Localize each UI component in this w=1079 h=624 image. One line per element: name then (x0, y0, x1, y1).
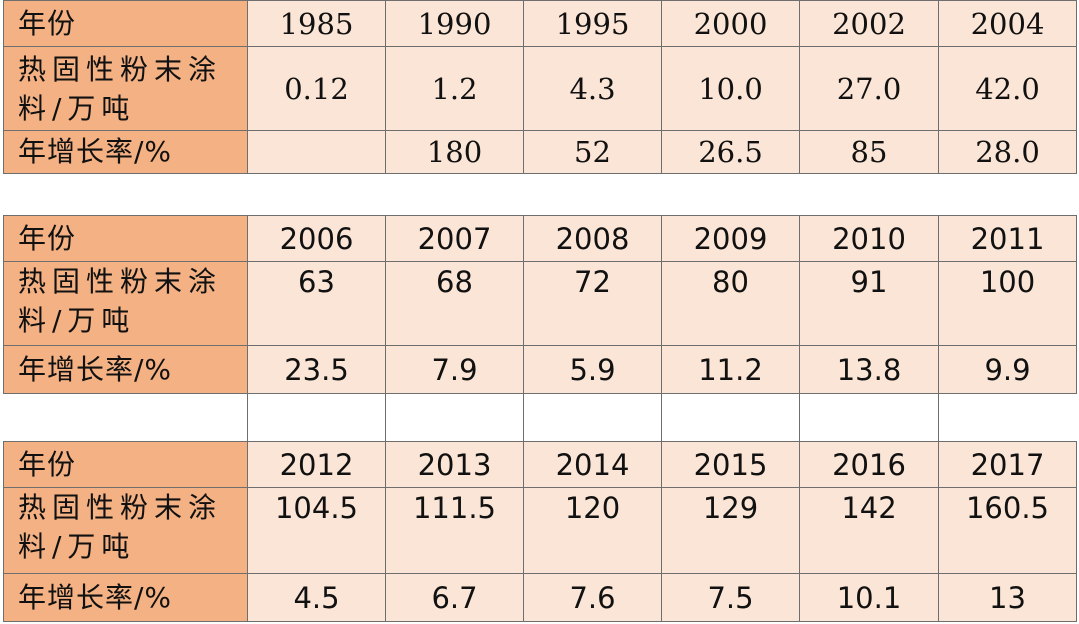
output-row: 热固性粉末涂料/万吨 63 68 72 80 91 100 (3, 261, 1077, 346)
output-cell: 129 (661, 487, 800, 574)
growth-cell: 11.2 (661, 345, 800, 394)
growth-cell (247, 130, 386, 174)
growth-cell: 9.9 (938, 345, 1077, 394)
output-row: 热固性粉末涂料/万吨 0.12 1.2 4.3 10.0 27.0 42.0 (3, 46, 1077, 131)
growth-cell: 10.1 (799, 573, 939, 622)
growth-cell: 180 (385, 130, 524, 174)
output-cell: 100 (938, 261, 1077, 346)
year-label: 年份 (3, 0, 248, 47)
table-divider-strip (247, 394, 1077, 441)
year-row: 年份 2006 2007 2008 2009 2010 2011 (3, 215, 1077, 262)
output-cell: 160.5 (938, 487, 1077, 574)
year-cell: 1985 (247, 0, 386, 47)
divider-cell (800, 394, 939, 441)
growth-cell: 28.0 (938, 130, 1077, 174)
year-cell: 2013 (385, 441, 524, 488)
output-cell: 72 (523, 261, 662, 346)
output-cell: 4.3 (523, 46, 662, 131)
growth-cell: 13 (938, 573, 1077, 622)
year-cell: 2014 (523, 441, 662, 488)
year-cell: 1995 (523, 0, 662, 47)
year-cell: 2002 (799, 0, 939, 47)
output-cell: 104.5 (247, 487, 386, 574)
growth-row: 年增长率/% 4.5 6.7 7.6 7.5 10.1 13 (3, 573, 1077, 622)
growth-row: 年增长率/% 180 52 26.5 85 28.0 (3, 130, 1077, 174)
year-cell: 2012 (247, 441, 386, 488)
year-cell: 2016 (799, 441, 939, 488)
year-cell: 2008 (523, 215, 662, 262)
growth-cell: 6.7 (385, 573, 524, 622)
output-cell: 120 (523, 487, 662, 574)
growth-cell: 85 (799, 130, 939, 174)
year-cell: 2017 (938, 441, 1077, 488)
year-cell: 1990 (385, 0, 524, 47)
year-cell: 2015 (661, 441, 800, 488)
divider-cell (524, 394, 662, 441)
year-cell: 2010 (799, 215, 939, 262)
output-cell: 0.12 (247, 46, 386, 131)
output-cell: 91 (799, 261, 939, 346)
year-row: 年份 2012 2013 2014 2015 2016 2017 (3, 441, 1077, 488)
growth-cell: 7.6 (523, 573, 662, 622)
output-label: 热固性粉末涂料/万吨 (3, 261, 248, 346)
year-cell: 2011 (938, 215, 1077, 262)
year-row: 年份 1985 1990 1995 2000 2002 2004 (3, 0, 1077, 47)
growth-cell: 52 (523, 130, 662, 174)
growth-label: 年增长率/% (3, 573, 248, 622)
divider-cell (662, 394, 800, 441)
growth-cell: 4.5 (247, 573, 386, 622)
output-cell: 27.0 (799, 46, 939, 131)
output-cell: 68 (385, 261, 524, 346)
output-row: 热固性粉末涂料/万吨 104.5 111.5 120 129 142 160.5 (3, 487, 1077, 574)
coating-table-2006-2011: 年份 2006 2007 2008 2009 2010 2011 热固性粉末涂料… (3, 215, 1077, 394)
year-cell: 2000 (661, 0, 800, 47)
output-cell: 1.2 (385, 46, 524, 131)
year-cell: 2007 (385, 215, 524, 262)
output-cell: 42.0 (938, 46, 1077, 131)
year-cell: 2009 (661, 215, 800, 262)
output-cell: 80 (661, 261, 800, 346)
growth-cell: 23.5 (247, 345, 386, 394)
output-cell: 142 (799, 487, 939, 574)
output-cell: 63 (247, 261, 386, 346)
growth-row: 年增长率/% 23.5 7.9 5.9 11.2 13.8 9.9 (3, 345, 1077, 394)
output-label: 热固性粉末涂料/万吨 (3, 46, 248, 131)
growth-label: 年增长率/% (3, 130, 248, 174)
divider-cell (386, 394, 524, 441)
growth-cell: 7.9 (385, 345, 524, 394)
year-label: 年份 (3, 441, 248, 488)
year-label: 年份 (3, 215, 248, 262)
output-label: 热固性粉末涂料/万吨 (3, 487, 248, 574)
year-cell: 2004 (938, 0, 1077, 47)
output-cell: 10.0 (661, 46, 800, 131)
growth-cell: 7.5 (661, 573, 800, 622)
growth-cell: 5.9 (523, 345, 662, 394)
coating-table-1985-2004: 年份 1985 1990 1995 2000 2002 2004 热固性粉末涂料… (3, 0, 1077, 174)
growth-label: 年增长率/% (3, 345, 248, 394)
coating-table-2012-2017: 年份 2012 2013 2014 2015 2016 2017 热固性粉末涂料… (3, 441, 1077, 622)
growth-cell: 13.8 (799, 345, 939, 394)
year-cell: 2006 (247, 215, 386, 262)
output-cell: 111.5 (385, 487, 524, 574)
divider-cell (248, 394, 386, 441)
growth-cell: 26.5 (661, 130, 800, 174)
